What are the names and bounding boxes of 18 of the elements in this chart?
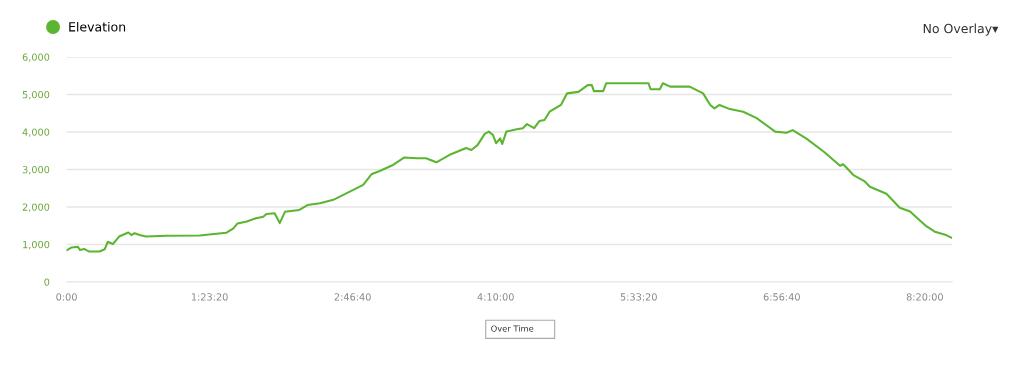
y-tick-label: 0 bbox=[44, 278, 50, 286]
y-tick-label: 2,000 bbox=[22, 203, 50, 212]
line-series bbox=[66, 82, 953, 253]
x-tick-label: 1:23:20 bbox=[191, 293, 228, 301]
y-tick-label: 1,000 bbox=[23, 240, 50, 250]
text: No Overlay▾ bbox=[923, 23, 999, 36]
y-tick-label: 5,000 bbox=[22, 90, 50, 100]
x-tick-label: 8:20:00 bbox=[906, 293, 943, 301]
x-tick-label: 5:33:20 bbox=[620, 293, 657, 301]
y-tick-label: 4,000 bbox=[22, 128, 50, 137]
x-tick-label: 6:56:40 bbox=[763, 293, 800, 301]
x-tick-label: 0:00 bbox=[56, 293, 77, 301]
legend-label: Elevation bbox=[69, 21, 126, 32]
y-tick-label: 6,000 bbox=[22, 53, 50, 62]
x-tick-label: 4:10:00 bbox=[477, 293, 514, 301]
x-tick-label: 2:46:40 bbox=[334, 293, 371, 301]
text: Over Time bbox=[491, 325, 534, 332]
y-tick-label: 3,000 bbox=[22, 165, 50, 175]
